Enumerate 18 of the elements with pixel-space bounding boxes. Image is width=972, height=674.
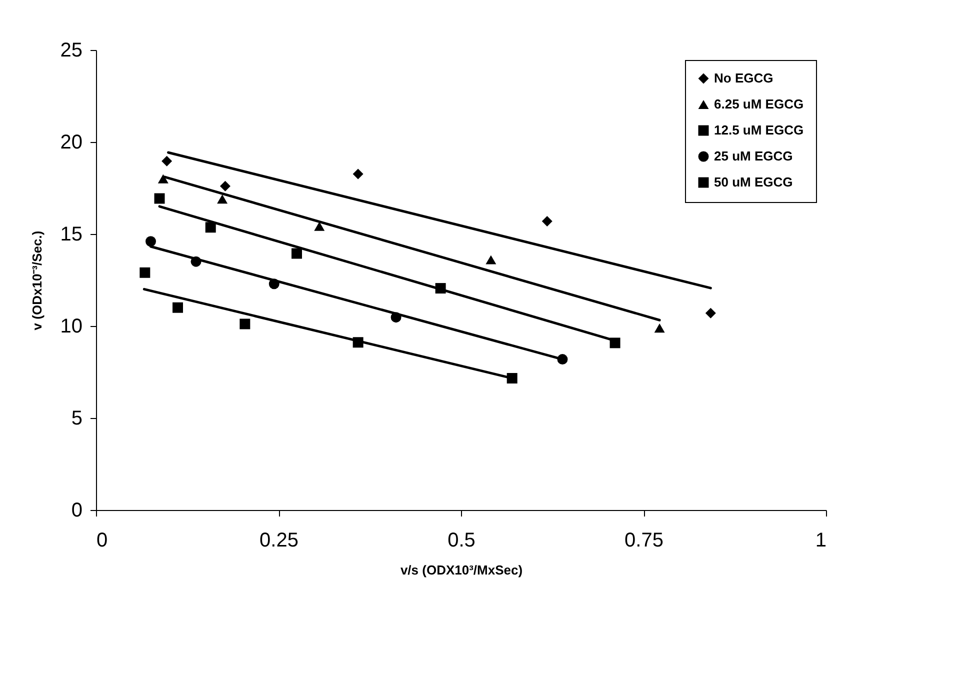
legend-label: 50 uM EGCG bbox=[714, 174, 793, 190]
legend-label: 12.5 uM EGCG bbox=[714, 122, 804, 138]
x-tick-label: 0.75 bbox=[624, 530, 664, 552]
y-axis-title: v (ODx10⁻³/Sec.) bbox=[29, 230, 44, 330]
y-tick-label: 15 bbox=[60, 224, 82, 246]
x-tick-label: 0.5 bbox=[448, 530, 476, 552]
y-tick-label: 10 bbox=[60, 316, 82, 338]
legend-label: 25 uM EGCG bbox=[714, 148, 793, 164]
legend-label: 6.25 uM EGCG bbox=[714, 96, 804, 112]
y-tick-label: 25 bbox=[60, 40, 82, 62]
legend-label: No EGCG bbox=[714, 70, 774, 86]
x-tick-label: 0 bbox=[96, 530, 108, 552]
x-tick-label: 1 bbox=[815, 530, 826, 552]
y-tick-label: 5 bbox=[71, 408, 82, 430]
x-axis-title: v/s (ODX10³/MxSec) bbox=[400, 562, 523, 578]
y-tick-label: 0 bbox=[71, 500, 82, 522]
x-tick-label: 0.25 bbox=[260, 530, 298, 552]
y-tick-label: 20 bbox=[60, 132, 82, 154]
